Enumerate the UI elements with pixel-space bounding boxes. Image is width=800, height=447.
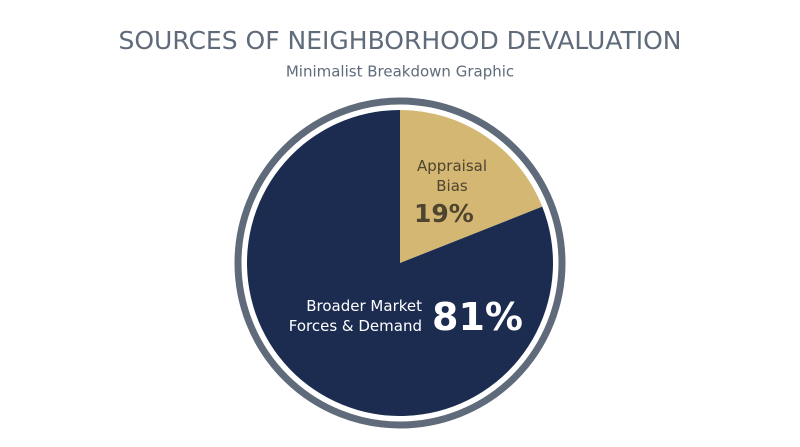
value-label: 19% [414,199,474,228]
pie-slice [247,110,553,417]
pie-slice [400,110,543,263]
chart-title: SOURCES OF NEIGHBORHOOD DEVALUATION [118,26,681,55]
slice-label: Broader Market Forces & Demand [288,297,422,335]
slice-label: Appraisal Bias [416,157,487,195]
pie-ring [234,97,566,429]
chart-subtitle: Minimalist Breakdown Graphic [286,63,514,81]
value-label: 81% [432,295,523,339]
